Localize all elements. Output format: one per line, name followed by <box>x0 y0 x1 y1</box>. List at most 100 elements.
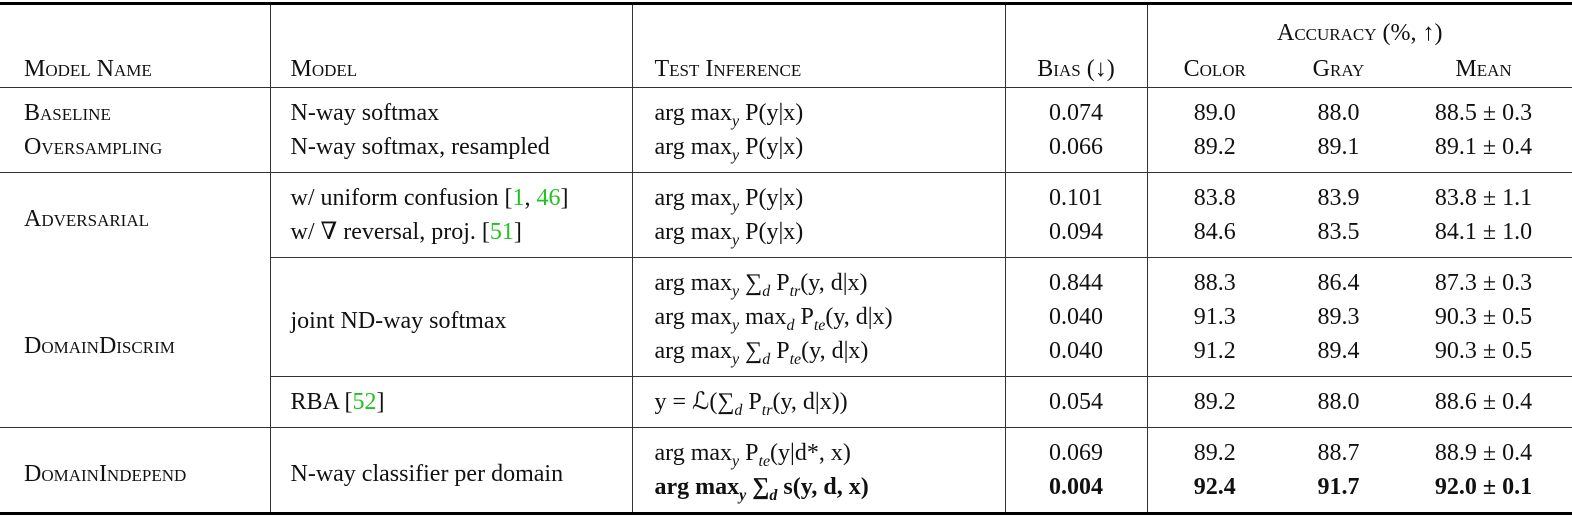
bias: 0.074 <box>1005 87 1148 130</box>
mean: 92.0 ± 0.1 <box>1434 474 1533 500</box>
gray: 88.0 <box>1317 100 1360 126</box>
text-part: y = ℒ(∑ <box>654 389 735 415</box>
color: 89.2 <box>1193 440 1236 466</box>
text-part: ] <box>376 389 385 415</box>
mean: 89.1 ± 0.4 <box>1395 130 1572 173</box>
color: 89.2 <box>1147 376 1282 428</box>
text-part: N-way classifier per domain <box>290 461 564 487</box>
text-part: arg max <box>654 304 733 330</box>
text-part: arg max <box>654 338 733 364</box>
gray: 89.3 <box>1317 304 1360 330</box>
header-cell: Model <box>270 51 633 88</box>
text-part: d <box>762 282 771 300</box>
text-part: d <box>734 401 743 419</box>
mean: 87.3 ± 0.3 <box>1434 270 1533 296</box>
bias: 0.040 <box>1005 334 1148 377</box>
text-part: P(y|x) <box>739 219 804 245</box>
color: 91.2 <box>1193 338 1236 364</box>
model-name: Baseline <box>0 87 271 130</box>
text-part: ∑ <box>746 474 770 500</box>
text-part: P(y|x) <box>739 134 804 160</box>
text-part: y <box>732 282 740 300</box>
test-inference: arg maxy ∑d s(y, d, x) <box>632 470 1006 514</box>
text-part: ∑ <box>739 270 763 296</box>
color: 84.6 <box>1147 215 1282 258</box>
model: RBA [52] <box>270 376 633 428</box>
bias: 0.040 <box>1005 300 1148 334</box>
color: 92.4 <box>1193 474 1236 500</box>
text-part: max <box>739 304 787 330</box>
text-part: s(y, d, x) <box>777 474 869 500</box>
text-part: arg max <box>654 134 733 160</box>
mean: 90.3 ± 0.5 <box>1434 304 1533 330</box>
gray: 88.7 <box>1317 440 1360 466</box>
model: N-way softmax <box>270 87 633 130</box>
text-part: d <box>786 316 795 334</box>
mean: 83.8 ± 1.1 <box>1434 185 1533 211</box>
mean: 88.5 ± 0.3 <box>1434 100 1533 126</box>
color: 83.8 <box>1193 185 1236 211</box>
mean: 88.6 ± 0.4 <box>1395 376 1572 428</box>
bias: 0.101 <box>1005 172 1148 215</box>
header-cell: Accuracy (%, ↑) <box>1277 20 1443 46</box>
test-inference: y = ℒ(∑d Ptr(y, d|x)) <box>632 376 1006 428</box>
text-part: y <box>732 231 740 249</box>
model-name: Adversarial <box>0 172 271 258</box>
model-name: Oversampling <box>0 130 271 173</box>
text-part: P <box>739 440 759 466</box>
model: w/ ∇ reversal, proj. [51] <box>270 215 633 258</box>
text-part: P(y|x) <box>739 100 804 126</box>
text-part: arg max <box>654 185 733 211</box>
bias: 0.844 <box>1005 257 1148 300</box>
bias: 0.066 <box>1005 130 1148 173</box>
gray: 83.5 <box>1282 215 1395 258</box>
text-part: 52 <box>352 389 377 415</box>
bias: 0.069 <box>1005 427 1148 470</box>
gray: 86.4 <box>1317 270 1360 296</box>
mean: 84.1 ± 1.0 <box>1395 215 1572 258</box>
gray: 83.9 <box>1317 185 1360 211</box>
text-part: y <box>732 350 740 368</box>
text-part: d <box>769 486 778 504</box>
text-part: te <box>789 350 802 368</box>
mean: 88.9 ± 0.4 <box>1434 440 1533 466</box>
text-part: arg max <box>654 219 733 245</box>
gray: 89.1 <box>1282 130 1395 173</box>
bias: 0.004 <box>1005 470 1148 514</box>
header-cell: Mean <box>1395 51 1572 88</box>
text-part: y <box>732 316 740 334</box>
header-cell: Gray <box>1282 51 1395 88</box>
test-inference: arg maxy Pte(y|d*, x) <box>632 427 1006 470</box>
text-part: tr <box>761 401 773 419</box>
test-inference: arg maxy P(y|x) <box>632 87 1006 130</box>
text-part: N-way softmax <box>290 100 440 126</box>
text-part: arg max <box>654 440 733 466</box>
text-part: P <box>770 338 790 364</box>
header-cell: Test Inference <box>632 51 1006 88</box>
text-part: y <box>739 486 747 504</box>
model-name: DomainDiscrim <box>0 257 271 428</box>
text-part: (y, d|x) <box>801 338 869 364</box>
test-inference: arg maxy ∑d Pte(y, d|x) <box>632 334 1006 377</box>
text-part: P <box>770 270 790 296</box>
color: 89.0 <box>1193 100 1236 126</box>
text-part: y <box>732 112 740 130</box>
text-part: arg max <box>654 474 740 500</box>
test-inference: arg maxy P(y|x) <box>632 172 1006 215</box>
text-part: y <box>732 146 740 164</box>
header-cell: Model Name <box>0 51 271 88</box>
text-part: ∑ <box>739 338 763 364</box>
text-part: ] <box>513 219 522 245</box>
text-part: , <box>524 185 537 211</box>
text-part: P <box>794 304 814 330</box>
bias: 0.094 <box>1005 215 1148 258</box>
color: 89.2 <box>1147 130 1282 173</box>
model-name: DomainIndepend <box>0 427 271 514</box>
text-part: joint ND-way softmax <box>290 308 507 334</box>
test-inference: arg maxy ∑d Ptr(y, d|x) <box>632 257 1006 300</box>
text-part: P(y|x) <box>739 185 804 211</box>
test-inference: arg maxy P(y|x) <box>632 215 1006 258</box>
gray: 89.4 <box>1317 338 1360 364</box>
